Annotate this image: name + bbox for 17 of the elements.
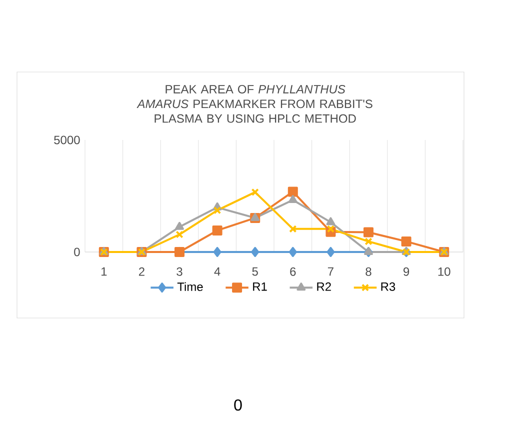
legend-label: R1 (253, 282, 267, 291)
legend-label: R2 (317, 282, 331, 291)
x-tick-label: 8 (366, 267, 372, 276)
x-tick-label: 5 (252, 267, 258, 276)
x-tick-label: 4 (214, 267, 220, 276)
x-tick-label: 9 (404, 267, 410, 276)
y-tick-label: 5000 (54, 136, 80, 144)
x-tick-label: 3 (176, 267, 182, 276)
x-tick-label: 7 (328, 267, 334, 276)
x-tick-label: 10 (438, 267, 450, 276)
text: 0 (234, 399, 242, 411)
legend-label: R3 (381, 282, 396, 291)
legend-label: Time (177, 282, 203, 292)
x-tick-label: 2 (138, 267, 144, 276)
chart-title: PEAK AREA OF PHYLLANTHUS AMARUS PEAKMARKER FROM RABBIT'S PLASMA BY USING HPLC METHOD (136, 84, 372, 123)
x-tick-label: 6 (290, 267, 296, 276)
x-tick-label: 1 (101, 267, 107, 276)
